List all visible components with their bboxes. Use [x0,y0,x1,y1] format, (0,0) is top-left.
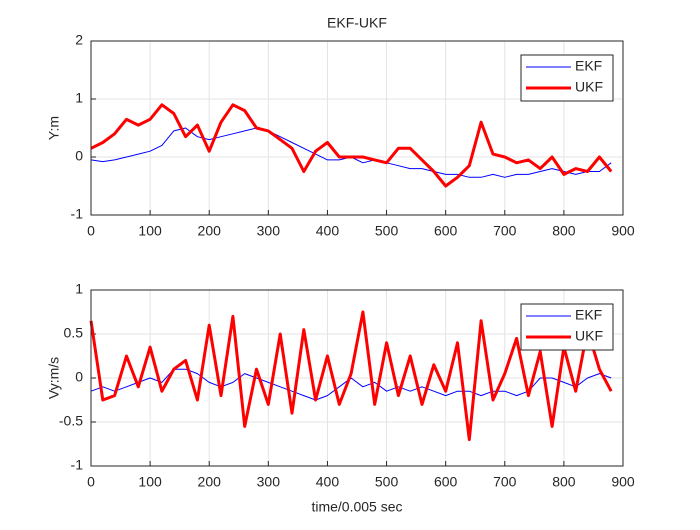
x-tick-label: 500 [375,223,399,239]
x-tick-label: 600 [434,223,458,239]
y-tick-label: 2 [75,32,83,48]
legend-label: UKF [575,79,603,95]
y-tick-label: 1 [75,90,83,106]
series-line [90,368,612,401]
x-tick-label: 0 [87,223,95,239]
y-tick-label: 0 [75,148,83,164]
x-tick-label: 800 [552,474,576,490]
legend-label: EKF [575,307,602,323]
x-tick-label: 200 [198,474,222,490]
x-tick-label: 900 [611,474,635,490]
y-tick-label: -1 [71,206,84,222]
x-tick-label: 500 [375,474,399,490]
y-tick-label: 0 [75,369,83,385]
x-tick-label: 300 [257,474,281,490]
y-tick-label: 0.5 [64,325,84,341]
series-line [89,310,613,442]
y-tick-label: -0.5 [59,413,83,429]
x-tick-label: 100 [138,223,162,239]
subplot: 0 100 200 300 400 500 600 700 800 900 -1 -0.5 0 0.5 1 V… [46,281,635,515]
chart-title: EKF-UKF [327,15,387,31]
x-tick-label: 900 [611,223,635,239]
legend-box [520,54,614,102]
x-axis-label: time/0.005 sec [311,499,402,515]
x-tick-label: 200 [198,223,222,239]
x-tick-label: 700 [493,223,517,239]
y-axis-label: Vy:m/s [46,357,62,399]
x-tick-label: 700 [493,474,517,490]
x-tick-label: 100 [138,474,162,490]
x-tick-label: 300 [257,223,281,239]
axes-box [90,289,624,467]
x-tick-label: 800 [552,223,576,239]
x-tick-label: 600 [434,474,458,490]
x-tick-label: 400 [316,223,340,239]
x-tick-label: 400 [316,474,340,490]
y-tick-label: -1 [71,457,84,473]
legend-label: UKF [575,328,603,344]
y-tick-label: 1 [75,281,83,297]
legend-label: EKF [575,58,602,74]
series-line [90,103,613,188]
legend-box [520,303,614,351]
y-axis-label: Y:m [46,116,62,140]
x-tick-label: 0 [87,474,95,490]
axes-box [90,40,624,216]
subplot: 0 100 200 300 400 500 600 700 800 900-1012EKF-UKF… [46,15,635,239]
